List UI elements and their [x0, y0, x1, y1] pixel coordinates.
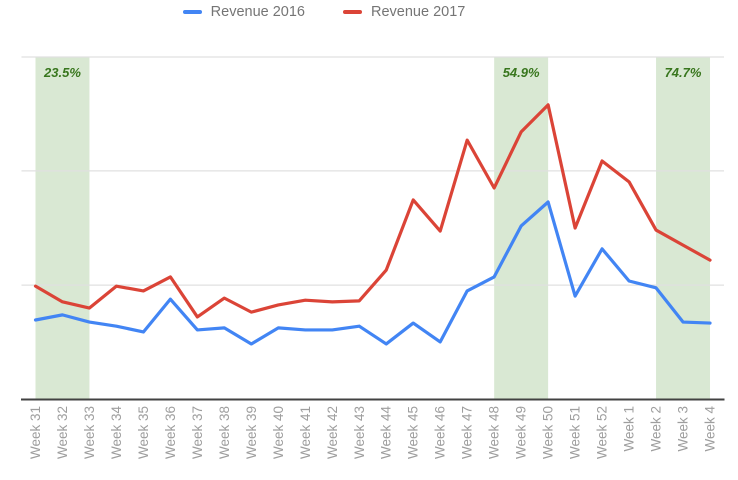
x-axis-label: Week 48	[487, 406, 502, 459]
x-axis-label: Week 46	[433, 406, 448, 459]
x-axis-label: Week 2	[649, 406, 664, 452]
x-axis-label: Week 33	[82, 406, 97, 459]
x-axis-label: Week 50	[541, 406, 556, 459]
x-axis-label: Week 42	[325, 406, 340, 459]
legend-swatch-2016-icon	[182, 10, 202, 14]
x-axis-label: Week 4	[703, 406, 718, 452]
x-axis-label: Week 43	[352, 406, 367, 459]
x-axis-label: Week 38	[217, 406, 232, 459]
x-axis-label: Week 34	[109, 406, 124, 460]
x-axis-label: Week 39	[244, 406, 259, 459]
x-axis-label: Week 41	[298, 406, 313, 459]
x-axis-label: Week 35	[136, 406, 151, 459]
series-line-revenue-2016[interactable]	[33, 200, 712, 346]
highlight-band	[656, 57, 711, 399]
band-percentage-label: 74.7%	[665, 65, 702, 80]
band-percentage-label: 23.5%	[43, 65, 81, 80]
highlight-band	[35, 57, 90, 399]
legend-label-revenue-2016: Revenue 2016	[210, 4, 305, 20]
x-axis-label: Week 31	[28, 406, 43, 459]
band-percentage-label: 54.9%	[503, 65, 540, 80]
x-axis-label: Week 49	[514, 406, 529, 459]
x-axis-label: Week 3	[676, 406, 691, 452]
x-axis-label: Week 47	[460, 406, 475, 459]
legend-item-revenue-2017[interactable]: Revenue 2017	[343, 4, 465, 20]
series-line-revenue-2017[interactable]	[33, 103, 712, 319]
x-axis-label: Week 52	[595, 406, 610, 459]
x-axis-label: Week 36	[163, 406, 178, 459]
legend-item-revenue-2016[interactable]: Revenue 2016	[182, 4, 305, 20]
chart-legend: Revenue 2016 Revenue 2017	[0, 4, 693, 20]
x-axis-label: Week 1	[622, 406, 637, 452]
x-axis-label: Week 45	[406, 406, 421, 459]
legend-swatch-2017-icon	[343, 10, 362, 14]
x-axis-label: Week 32	[55, 406, 70, 459]
x-axis-label: Week 51	[568, 406, 583, 459]
x-axis-label: Week 40	[271, 406, 286, 459]
legend-label-revenue-2017: Revenue 2017	[371, 4, 466, 20]
x-axis-label: Week 44	[379, 406, 394, 460]
x-axis-label: Week 37	[190, 406, 205, 459]
